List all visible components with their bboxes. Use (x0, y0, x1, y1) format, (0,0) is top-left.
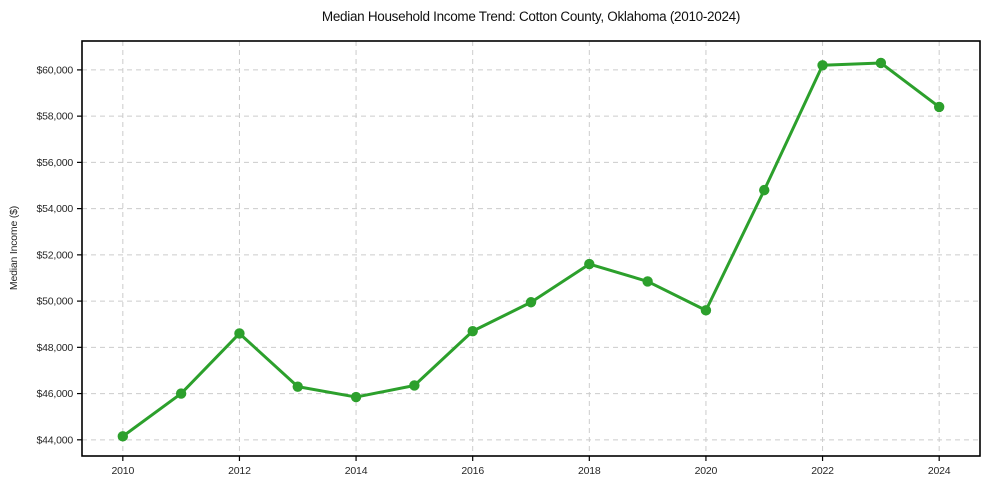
data-point-2010 (117, 431, 129, 442)
y-tick-label: $48,000 (36, 342, 73, 354)
x-tick-label: 2020 (695, 465, 718, 477)
data-point-2024 (933, 101, 945, 113)
y-tick-label: $50,000 (36, 296, 73, 308)
y-tick-label: $52,000 (36, 249, 73, 261)
chart-title: Median Household Income Trend: Cotton Co… (321, 9, 741, 24)
x-tick-label: 2018 (578, 465, 601, 477)
y-tick-label: $60,000 (36, 64, 73, 76)
y-tick-label: $46,000 (36, 388, 73, 400)
data-point-2013 (292, 381, 303, 392)
x-tick-label: 2012 (228, 465, 251, 477)
data-point-2022 (817, 60, 828, 71)
x-tick-label: 2010 (112, 465, 135, 477)
data-point-2023 (875, 57, 887, 69)
y-tick-label: $56,000 (36, 157, 73, 169)
data-point-2011 (175, 388, 187, 399)
data-point-2019 (642, 276, 653, 287)
data-point-2018 (584, 258, 595, 270)
x-tick-label: 2024 (928, 465, 951, 477)
axes-frame (81, 40, 981, 457)
data-point-2020 (700, 305, 712, 316)
data-point-2015 (409, 380, 420, 391)
data-point-2016 (467, 325, 478, 337)
data-point-2017 (525, 297, 537, 308)
data-point-2012 (234, 328, 245, 339)
trend-line (121, 61, 941, 438)
data-point-2014 (350, 391, 362, 403)
y-tick-label: $58,000 (36, 111, 73, 123)
data-point-2021 (759, 184, 770, 196)
x-tick-label: 2016 (461, 465, 484, 477)
y-tick-label: $44,000 (36, 434, 73, 446)
x-tick-label: 2022 (811, 465, 834, 477)
y-tick-label: $54,000 (36, 203, 73, 215)
x-tick-label: 2014 (345, 465, 368, 477)
